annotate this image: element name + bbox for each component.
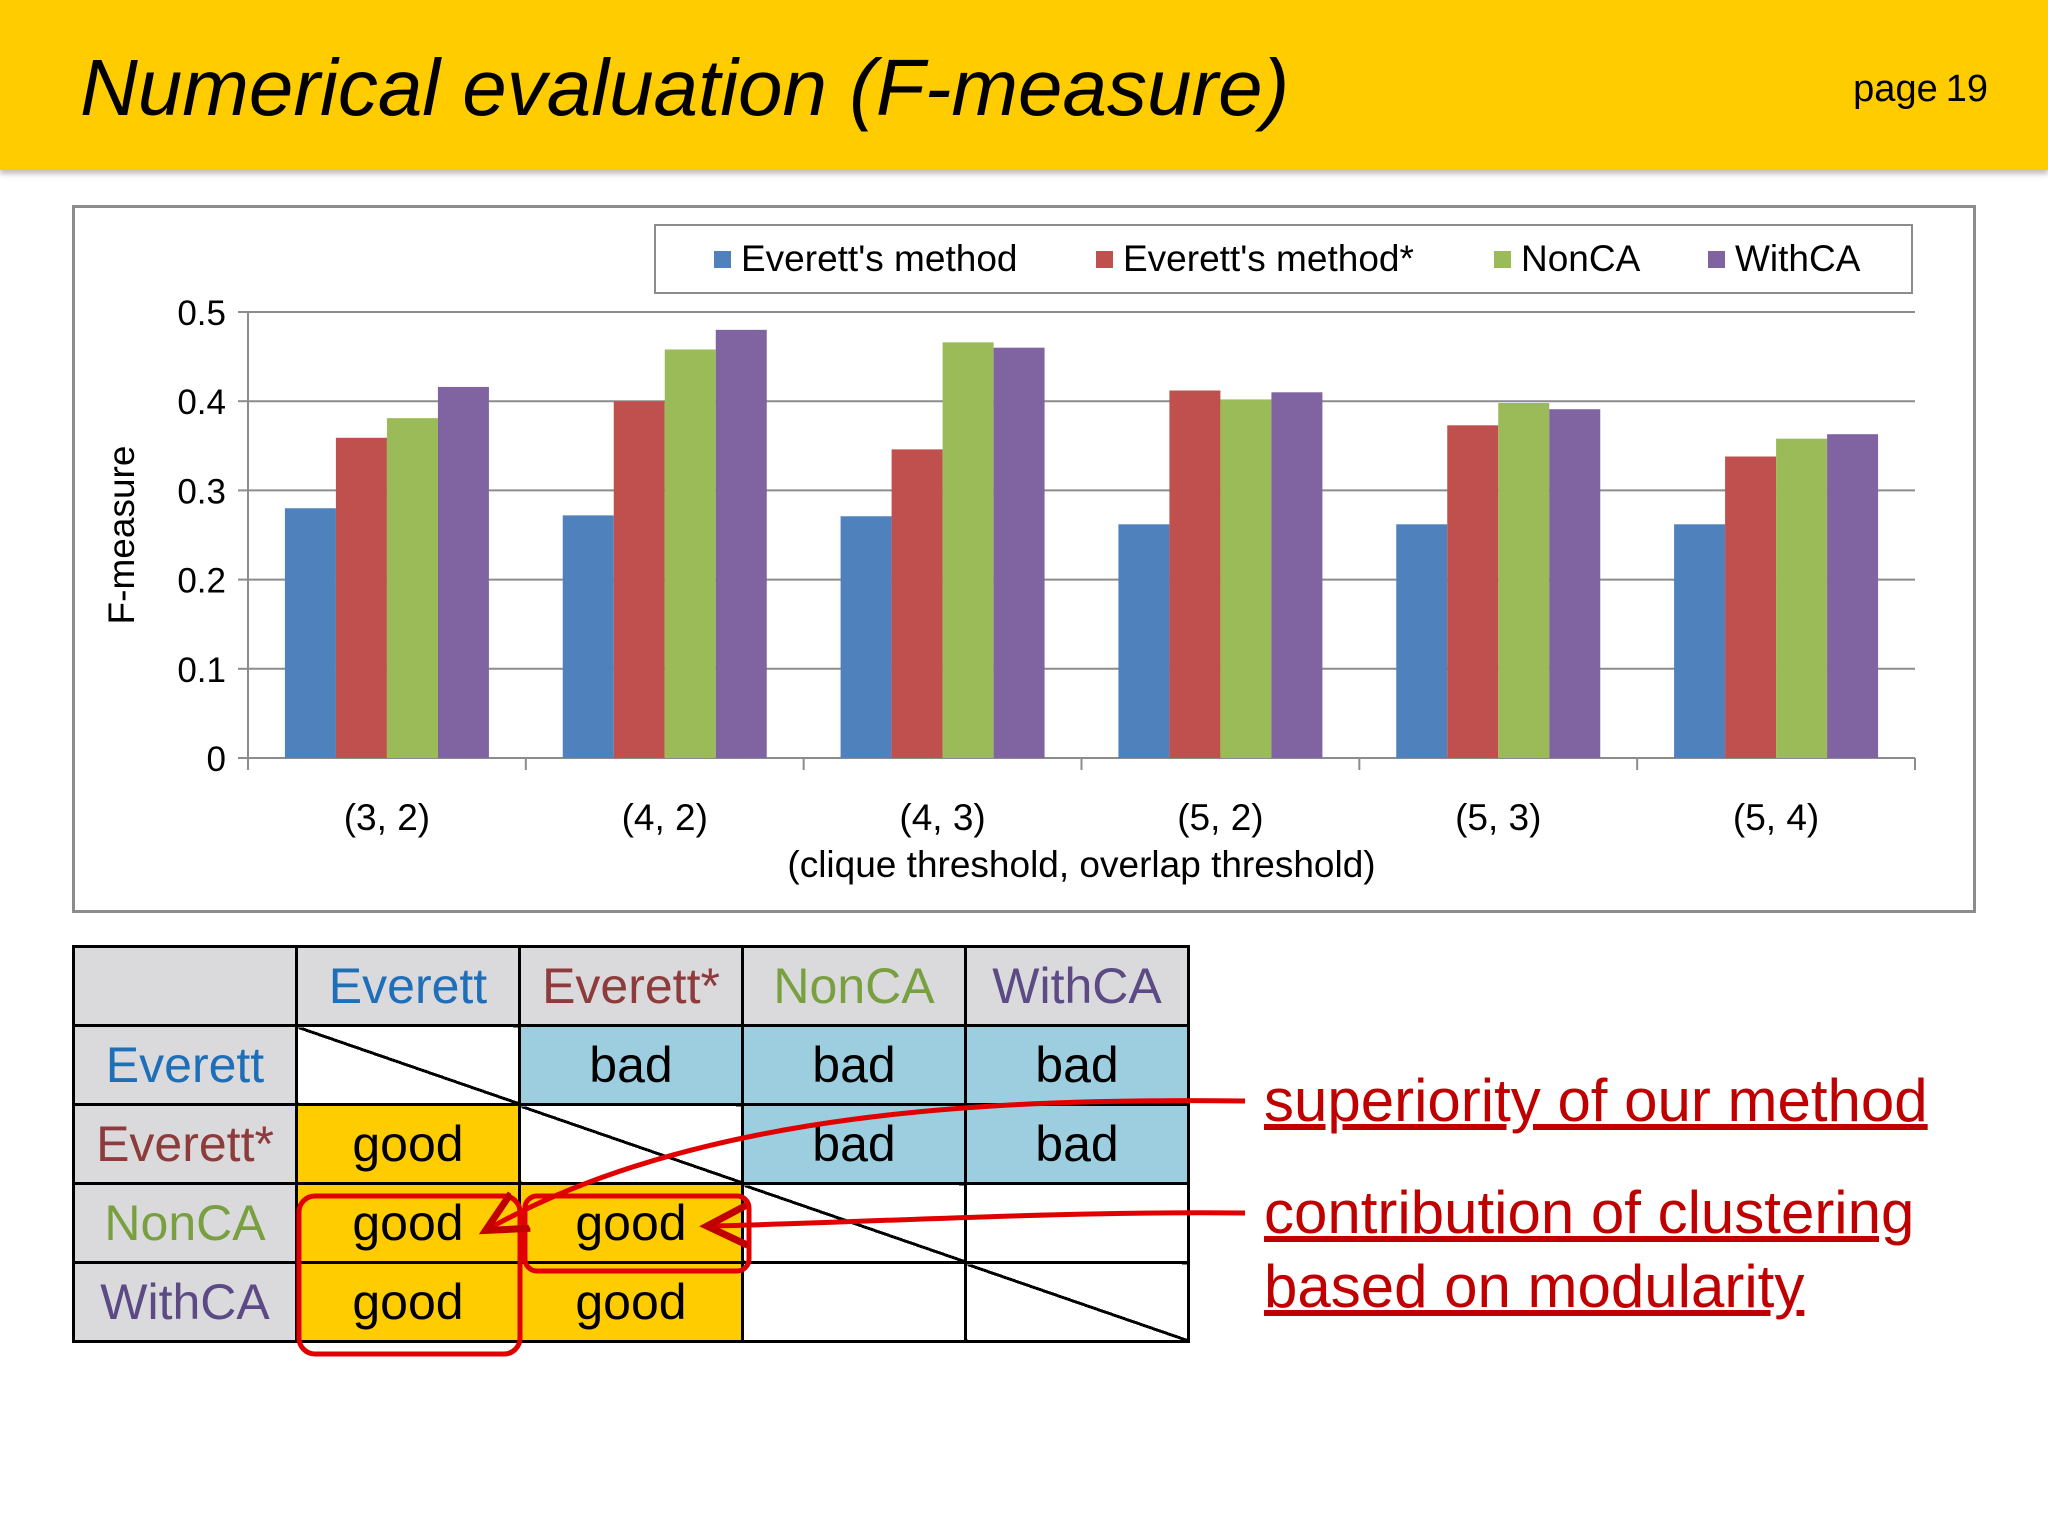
y-tick-label: 0 — [207, 740, 226, 779]
bar-everett-s-method--2 — [891, 449, 943, 758]
legend-swatch — [714, 251, 731, 268]
bar-everett-s-method--0 — [335, 437, 387, 758]
table-row: Everett* good bad bad — [72, 1103, 1190, 1185]
x-tick-label: (5, 3) — [1455, 797, 1541, 838]
y-axis-title: F-measure — [101, 446, 142, 625]
bar-nonca-3 — [1220, 399, 1272, 758]
diagonal-cell — [295, 1024, 521, 1106]
bar-nonca-1 — [664, 349, 716, 758]
y-tick-label: 0.4 — [177, 383, 226, 422]
bar-everett-s-method-1 — [562, 515, 614, 758]
table-cell-empty — [964, 1182, 1190, 1264]
page-number: 19 — [1945, 68, 1988, 110]
table-corner-cell — [72, 945, 298, 1027]
bar-nonca-0 — [386, 418, 438, 758]
x-tick-label: (4, 3) — [899, 797, 985, 838]
x-tick-label: (4, 2) — [622, 797, 708, 838]
page-indicator: page 19 — [1853, 68, 1988, 111]
y-tick-label: 0.1 — [177, 651, 226, 690]
row-header-withca: WithCA — [72, 1261, 298, 1343]
bar-withca-2 — [993, 347, 1045, 758]
bar-withca-3 — [1271, 392, 1323, 758]
chart-legend — [654, 224, 1913, 294]
bar-everett-s-method--4 — [1447, 425, 1499, 758]
row-header-everett-star: Everett* — [72, 1103, 298, 1185]
bar-withca-5 — [1827, 434, 1879, 758]
bar-everett-s-method--3 — [1169, 390, 1221, 758]
table-cell-good: good — [295, 1182, 521, 1264]
legend-swatch — [1708, 251, 1725, 268]
col-header-withca: WithCA — [964, 945, 1190, 1027]
diagonal-cell — [518, 1103, 744, 1185]
table-header-row: Everett Everett* NonCA WithCA — [72, 945, 1190, 1027]
legend-swatch — [1096, 251, 1113, 268]
slide-title: Numerical evaluation (F-measure) — [80, 43, 1290, 132]
bar-withca-1 — [715, 329, 767, 758]
row-header-everett: Everett — [72, 1024, 298, 1106]
bar-withca-0 — [437, 386, 489, 758]
table-cell-bad: bad — [518, 1024, 744, 1106]
table-cell-bad: bad — [741, 1024, 967, 1106]
col-header-nonca: NonCA — [741, 945, 967, 1027]
y-tick-label: 0.2 — [177, 562, 226, 601]
table-cell-bad: bad — [741, 1103, 967, 1185]
table-row: WithCA good good — [72, 1261, 1190, 1343]
legend-label: Everett's method* — [1123, 238, 1414, 279]
legend-label: NonCA — [1521, 238, 1641, 279]
x-tick-label: (3, 2) — [344, 797, 430, 838]
page-label: page — [1853, 68, 1938, 110]
legend-label: Everett's method — [741, 238, 1017, 279]
bar-everett-s-method-2 — [840, 516, 892, 758]
legend-label: WithCA — [1735, 238, 1861, 279]
bar-everett-s-method-3 — [1118, 524, 1170, 758]
table-cell-bad: bad — [964, 1103, 1190, 1185]
x-tick-label: (5, 4) — [1733, 797, 1819, 838]
bar-everett-s-method-4 — [1396, 524, 1448, 758]
x-tick-label: (5, 2) — [1177, 797, 1263, 838]
legend-swatch — [1494, 251, 1511, 268]
table-cell-good: good — [295, 1103, 521, 1185]
table-cell-good: good — [518, 1182, 744, 1264]
col-header-everett: Everett — [295, 945, 521, 1027]
bar-everett-s-method-5 — [1674, 524, 1726, 758]
annotation-superiority: superiority of our method — [1264, 1067, 1928, 1134]
annotation-contribution-line1: contribution of clustering — [1264, 1179, 1915, 1246]
comparison-table: Everett Everett* NonCA WithCA Everett ba… — [72, 945, 1190, 1343]
table-cell-good: good — [518, 1261, 744, 1343]
table-row: Everett bad bad bad — [72, 1024, 1190, 1106]
x-axis-title: (clique threshold, overlap threshold) — [787, 844, 1375, 885]
bar-withca-4 — [1549, 409, 1601, 758]
col-header-everett-star: Everett* — [518, 945, 744, 1027]
bar-everett-s-method--1 — [613, 401, 665, 758]
table-cell-bad: bad — [964, 1024, 1190, 1106]
table-cell-good: good — [295, 1261, 521, 1343]
annotation-contribution-line2: based on modularity — [1264, 1253, 1805, 1320]
table-row: NonCA good good — [72, 1182, 1190, 1264]
diagonal-cell — [964, 1261, 1190, 1343]
bar-nonca-4 — [1498, 402, 1550, 758]
f-measure-bar-chart: 0 0.1 0.2 0.3 0.4 0.5 (3, 2) (4, 2) (4, 3) (5, 2)… — [72, 205, 1976, 913]
table-cell-empty — [741, 1261, 967, 1343]
bar-nonca-5 — [1776, 438, 1828, 758]
y-tick-label: 0.3 — [177, 472, 226, 511]
y-tick-label: 0.5 — [177, 294, 226, 333]
bar-nonca-2 — [942, 342, 994, 758]
bar-everett-s-method--5 — [1725, 456, 1777, 758]
bar-everett-s-method-0 — [284, 508, 336, 758]
row-header-nonca: NonCA — [72, 1182, 298, 1264]
diagonal-cell — [741, 1182, 967, 1264]
title-bar: Numerical evaluation (F-measure) page 19 — [0, 0, 2048, 170]
